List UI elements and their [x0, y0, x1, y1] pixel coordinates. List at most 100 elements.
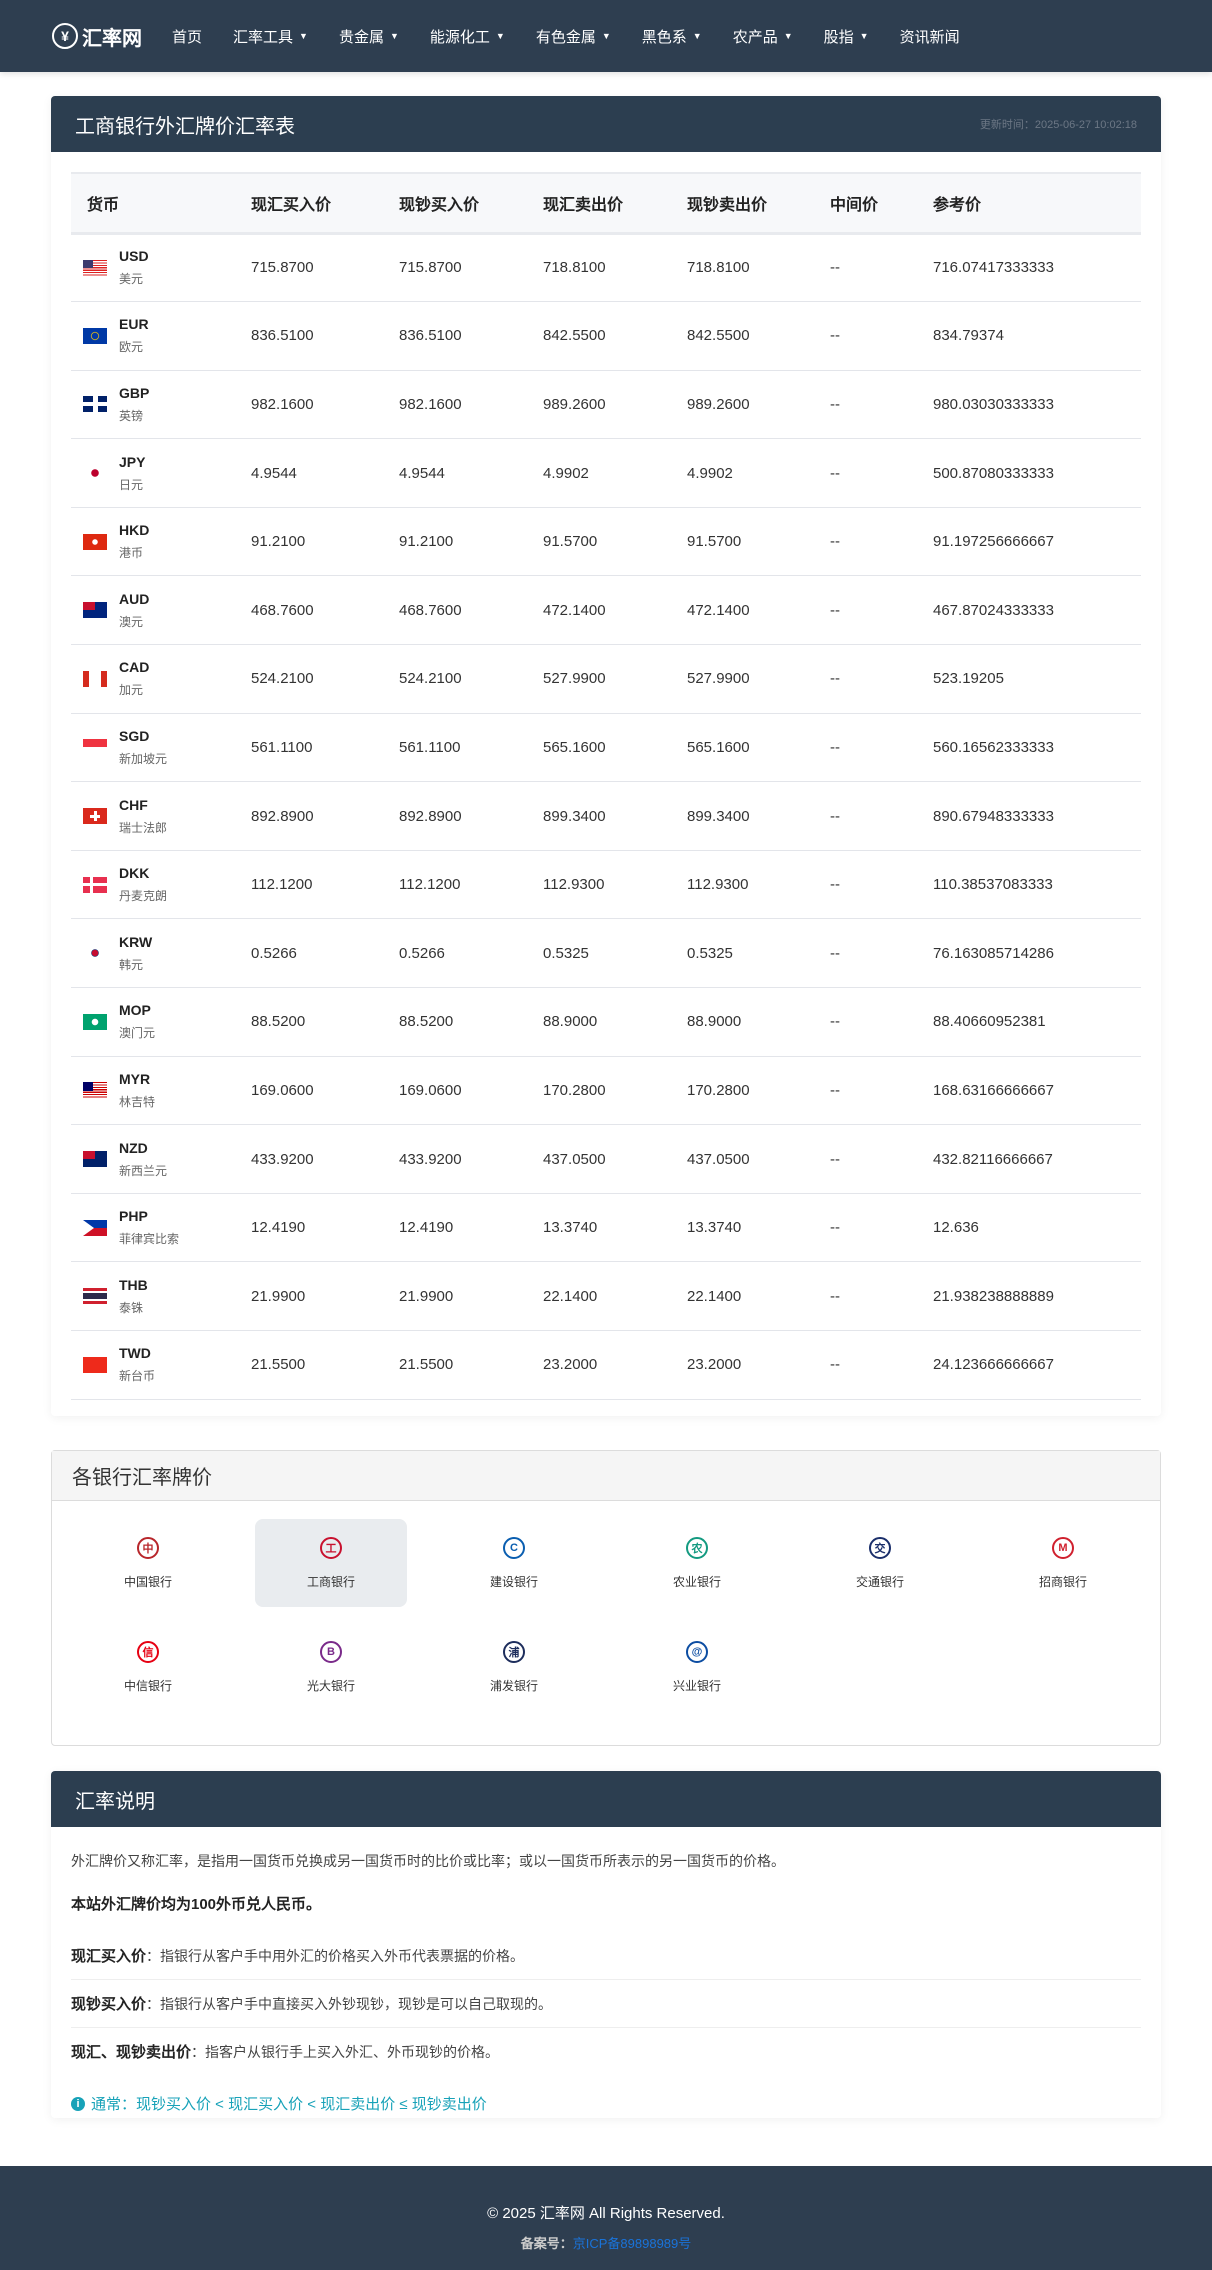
- rate-cell: 899.3400: [687, 781, 830, 851]
- bank-item-7[interactable]: B 光大银行: [255, 1623, 407, 1711]
- rate-cell: --: [830, 1193, 933, 1263]
- rate-cell: --: [830, 1056, 933, 1126]
- currency-name: 澳门元: [119, 1026, 156, 1041]
- currency-code: USD: [119, 248, 149, 265]
- tip-text: 通常：现钞买入价 < 现汇买入价 < 现汇卖出价 ≤ 现钞卖出价: [91, 2096, 487, 2113]
- flag-hkd-icon: [83, 533, 107, 550]
- rate-cell: 715.8700: [399, 233, 543, 303]
- nav-item-7[interactable]: 股指 ▼: [824, 26, 869, 47]
- icp-link[interactable]: 京ICP备89898989号: [572, 2236, 692, 2251]
- table-row: SGD 新加坡元 561.1100 561.1100 565.1600 565.1600-…: [71, 713, 1141, 783]
- rate-cell: 842.5500: [543, 301, 687, 371]
- rate-cell: --: [830, 507, 933, 577]
- rate-cell: 21.9900: [399, 1261, 543, 1331]
- rate-cell: 472.1400: [687, 575, 830, 646]
- currency-name: 新台币: [119, 1369, 156, 1384]
- banks-title: 各银行汇率牌价: [52, 1451, 1160, 1501]
- bank-logo-icon: 工: [320, 1536, 342, 1559]
- nav-item-5[interactable]: 黑色系 ▼: [642, 26, 702, 47]
- bank-item-3[interactable]: 农农业银行: [621, 1519, 773, 1607]
- icp-label: 备案号：: [520, 2236, 573, 2251]
- rate-cell: 0.5266: [251, 918, 399, 989]
- flag-sgd-icon: [83, 739, 107, 756]
- currency-code: SGD: [119, 727, 150, 744]
- nav-item-label: 资讯新闻: [899, 28, 960, 46]
- rate-cell: 524.2100: [251, 644, 399, 714]
- rate-cell: 437.0500: [687, 1124, 830, 1194]
- bank-item-1[interactable]: 工工商银行: [255, 1519, 407, 1607]
- column-header: 参考价: [933, 172, 1141, 235]
- top-navbar: ¥ 汇率网 首页 汇率工具 ▼ 贵金属 ▼ 能源化工 ▼ 有色金属 ▼ 黑色系 ▼ 农产品 ▼ 股指 ▼ 资讯新…: [0, 0, 1212, 72]
- table-row: MOP 澳门元 88.5200 88.5200 88.9000 88.9000 -- 88.4…: [71, 987, 1141, 1057]
- definition-term: 现汇、现钞卖出价: [71, 2044, 192, 2061]
- currency-code: TWD: [119, 1345, 151, 1362]
- rate-cell: 91.2100: [251, 507, 399, 577]
- rate-cell: 472.1400: [543, 575, 687, 646]
- site-logo[interactable]: ¥ 汇率网: [52, 22, 142, 51]
- nav-item-8[interactable]: 资讯新闻: [900, 26, 960, 47]
- currency-name: 美元: [119, 272, 144, 287]
- caret-down-icon: ▼: [299, 31, 308, 41]
- rate-cell: 523.19205: [933, 644, 1141, 714]
- flag-cad-icon: [83, 670, 107, 687]
- table-row: KRW 韩元 0.5266 0.5266 0.5325 0.5325 -- 76.163085…: [71, 918, 1141, 989]
- currency-code: DKK: [119, 865, 150, 882]
- nav-item-label: 黑色系: [641, 28, 687, 46]
- footer: © 2025 汇率网 All Rights Reserved. 备案号：京ICP…: [0, 2166, 1212, 2270]
- rate-cell: 718.8100: [687, 233, 830, 303]
- currency-name: 韩元: [119, 957, 144, 972]
- rate-cell: 524.2100: [399, 644, 543, 714]
- nav-item-2[interactable]: 贵金属 ▼: [339, 26, 399, 47]
- rate-cell: 899.3400: [543, 781, 687, 851]
- rate-cell: 22.1400: [687, 1261, 830, 1331]
- rate-cell: 21.938238888889: [933, 1261, 1141, 1331]
- definition-text: ：指银行从客户手中直接买入外钞现钞，现钞是可以自己取现的。: [146, 1996, 553, 2012]
- flag-gbp-icon: [83, 396, 107, 413]
- bank-item-0[interactable]: 中中国银行: [72, 1519, 224, 1607]
- rate-cell: 836.5100: [251, 301, 399, 371]
- column-header: 现钞卖出价: [687, 172, 830, 235]
- definition-item: 现钞买入价：指银行从客户手中直接买入外钞现钞，现钞是可以自己取现的。: [71, 1980, 1141, 2028]
- rate-cell: 0.5266: [399, 918, 543, 989]
- nav-item-label: 贵金属: [338, 28, 384, 46]
- yen-coin-icon: ¥: [52, 23, 78, 49]
- bank-item-2[interactable]: C 建设银行: [438, 1519, 590, 1607]
- bank-item-5[interactable]: M 招商银行: [987, 1519, 1139, 1607]
- copyright: © 2025 汇率网 All Rights Reserved.: [487, 2205, 725, 2222]
- nav-item-0[interactable]: 首页: [172, 26, 202, 47]
- bank-logo-icon: 浦: [503, 1640, 525, 1663]
- nav-item-6[interactable]: 农产品 ▼: [733, 26, 793, 47]
- rate-cell: 527.9900: [687, 644, 830, 714]
- bank-item-4[interactable]: 交交通银行: [804, 1519, 956, 1607]
- currency-name: 日元: [119, 477, 144, 492]
- table-row: CHF 瑞士法郎 892.8900 892.8900 899.3400 899.3400-…: [71, 781, 1141, 851]
- currency-name: 新加坡元: [119, 751, 168, 766]
- rate-cell: 892.8900: [251, 781, 399, 851]
- nav-item-1[interactable]: 汇率工具 ▼: [233, 26, 308, 47]
- bank-item-8[interactable]: 浦浦发银行: [438, 1623, 590, 1711]
- nav-item-3[interactable]: 能源化工 ▼: [430, 26, 505, 47]
- icp-line: 备案号：京ICP备89898989号: [0, 2233, 1212, 2252]
- currency-name: 丹麦克朗: [119, 889, 168, 904]
- caret-down-icon: ▼: [692, 31, 702, 41]
- table-row: JPY 日元 4.9544 4.9544 4.9902 4.9902 -- 500.87080…: [71, 438, 1141, 508]
- bank-logo-icon: 交: [869, 1536, 891, 1559]
- nav-item-label: 汇率工具: [233, 28, 294, 46]
- rate-cell: --: [830, 438, 933, 508]
- currency-name: 林吉特: [119, 1094, 156, 1109]
- bank-logo-icon: 中: [137, 1536, 159, 1559]
- rate-cell: 168.63166666667: [933, 1056, 1141, 1126]
- bank-item-6[interactable]: 信中信银行: [72, 1623, 224, 1711]
- flag-eur-icon: [83, 327, 107, 344]
- currency-code: GBP: [119, 384, 150, 401]
- rate-cell: 980.03030333333: [933, 370, 1141, 440]
- bank-label: 浦发银行: [489, 1678, 538, 1693]
- bank-item-9[interactable]: @ 兴业银行: [621, 1623, 773, 1711]
- nav-item-4[interactable]: 有色金属 ▼: [536, 26, 611, 47]
- explain-title: 汇率说明: [75, 1790, 155, 1813]
- caret-down-icon: ▼: [389, 31, 399, 41]
- rate-cell: --: [830, 1124, 933, 1194]
- rate-cell: 76.163085714286: [933, 918, 1141, 989]
- table-row: PHP 菲律宾比索 12.4190 12.4190 13.3740 13.3740 -- 12…: [71, 1193, 1141, 1263]
- nav-item-label: 股指: [823, 28, 854, 46]
